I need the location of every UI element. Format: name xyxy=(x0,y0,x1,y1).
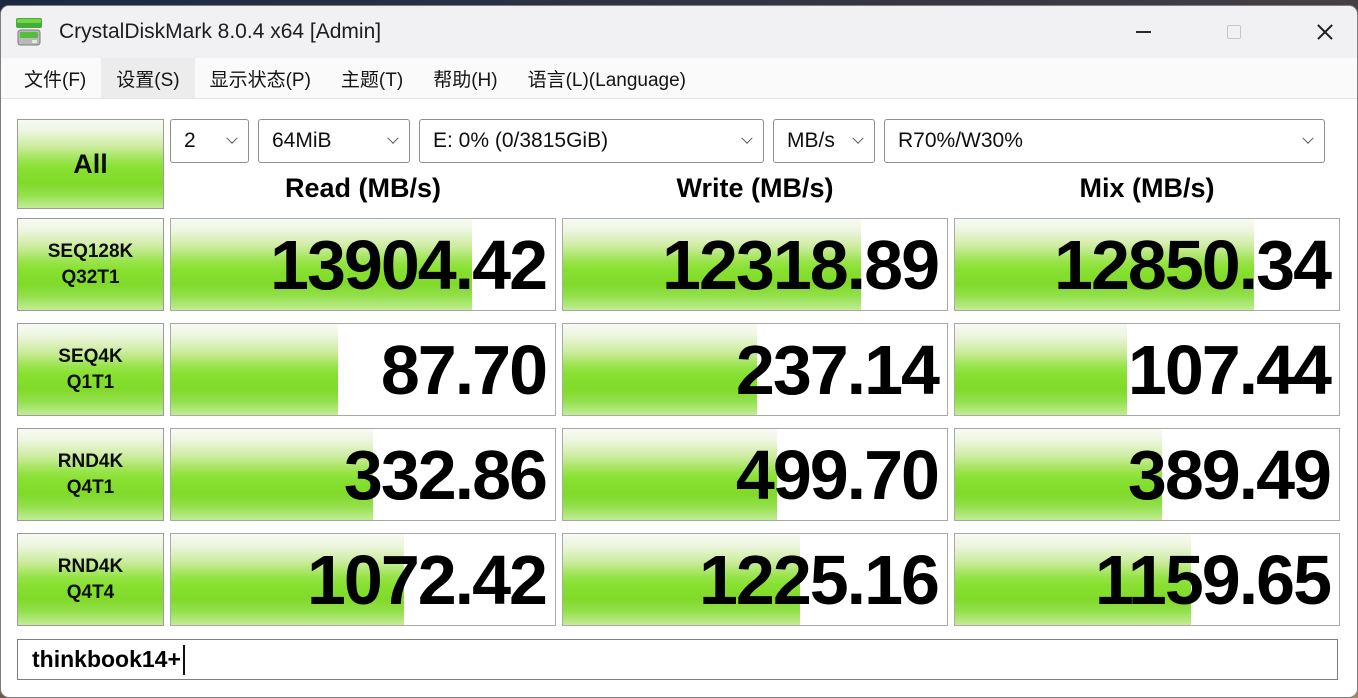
chevron-down-icon xyxy=(852,132,864,144)
test-size-value: 64MiB xyxy=(272,129,332,152)
mix-ratio-select[interactable]: R70%/W30% xyxy=(884,119,1325,163)
result-fill-bar xyxy=(955,324,1128,415)
test-size-select[interactable]: 64MiB xyxy=(258,119,410,163)
result-cell: 87.70 xyxy=(170,323,556,416)
target-drive-select[interactable]: E: 0% (0/3815GiB) xyxy=(419,119,764,163)
test-label-line2: Q4T1 xyxy=(66,477,115,498)
titlebar: CrystalDiskMark 8.0.4 x64 [Admin] xyxy=(1,6,1357,58)
test-label-line1: SEQ4K xyxy=(58,346,123,367)
test-count-select[interactable]: 2 xyxy=(170,119,249,163)
result-fill-bar xyxy=(563,324,757,415)
chevron-down-icon xyxy=(226,132,238,144)
test-label-line1: RND4K xyxy=(57,451,124,472)
result-fill-bar xyxy=(563,534,800,625)
result-value: 389.49 xyxy=(1127,435,1332,514)
close-icon xyxy=(1316,23,1334,41)
mix-ratio-value: R70%/W30% xyxy=(898,129,1023,152)
maximize-button[interactable] xyxy=(1202,6,1266,58)
result-fill-bar xyxy=(171,429,374,520)
result-cell: 237.14 xyxy=(562,323,948,416)
menubar: 文件(F) 设置(S) 显示状态(P) 主题(T) 帮助(H) 语言(L)(La… xyxy=(1,58,1357,99)
result-fill-bar xyxy=(955,219,1255,310)
menu-item-file[interactable]: 文件(F) xyxy=(24,69,87,91)
chevron-down-icon xyxy=(387,132,399,144)
test-button-rnd4k-q4t1[interactable]: RND4K Q4T1 xyxy=(17,428,164,521)
app-window: CrystalDiskMark 8.0.4 x64 [Admin] 文件(F) … xyxy=(0,5,1358,698)
test-label-line2: Q4T4 xyxy=(66,582,115,603)
test-button-seq128k-q32t1[interactable]: SEQ128K Q32T1 xyxy=(17,218,164,311)
result-value: 499.70 xyxy=(735,435,940,514)
result-value: 13904.42 xyxy=(270,225,548,304)
result-cell: 1072.42 xyxy=(170,533,556,626)
chevron-down-icon xyxy=(1302,132,1314,144)
menu-item-language[interactable]: 语言(L)(Language) xyxy=(527,69,686,91)
unit-select[interactable]: MB/s xyxy=(773,119,875,163)
menu-item-settings[interactable]: 设置(S) xyxy=(101,58,195,98)
result-value: 12318.89 xyxy=(662,225,940,304)
result-value: 1225.16 xyxy=(698,540,940,619)
result-cell: 107.44 xyxy=(954,323,1340,416)
minimize-icon xyxy=(1135,31,1151,33)
test-label-line1: RND4K xyxy=(57,556,124,577)
result-cell: 13904.42 xyxy=(170,218,556,311)
chevron-down-icon xyxy=(741,132,753,144)
test-label-line2: Q1T1 xyxy=(66,372,115,393)
test-button-seq4k-q1t1[interactable]: SEQ4K Q1T1 xyxy=(17,323,164,416)
result-value: 332.86 xyxy=(343,435,548,514)
minimize-button[interactable] xyxy=(1111,6,1175,58)
main-content: All 2 64MiB E: 0% (0/3815GiB) MB/s xyxy=(1,99,1357,680)
result-cell: 332.86 xyxy=(170,428,556,521)
target-drive-value: E: 0% (0/3815GiB) xyxy=(433,129,609,152)
test-count-value: 2 xyxy=(184,129,196,152)
result-fill-bar xyxy=(171,324,339,415)
run-all-button[interactable]: All xyxy=(17,119,164,209)
result-value: 1159.65 xyxy=(1094,540,1332,619)
test-button-rnd4k-q4t4[interactable]: RND4K Q4T4 xyxy=(17,533,164,626)
result-cell: 1225.16 xyxy=(562,533,948,626)
result-cell: 389.49 xyxy=(954,428,1340,521)
close-button[interactable] xyxy=(1293,6,1357,58)
window-controls xyxy=(1111,6,1357,58)
result-value: 12850.34 xyxy=(1054,225,1332,304)
results-table: SEQ128K Q32T1 13904.42 12318.89 12850.34… xyxy=(17,218,1340,626)
comment-text: thinkbook14+ xyxy=(32,646,181,672)
result-value: 237.14 xyxy=(735,330,940,409)
result-value: 107.44 xyxy=(1127,330,1332,409)
result-cell: 12318.89 xyxy=(562,218,948,311)
result-cell: 499.70 xyxy=(562,428,948,521)
result-fill-bar xyxy=(563,429,777,520)
app-icon xyxy=(16,18,42,46)
menu-item-help[interactable]: 帮助(H) xyxy=(433,69,498,91)
test-label-line1: SEQ128K xyxy=(47,241,134,262)
result-fill-bar xyxy=(171,534,405,625)
text-caret xyxy=(182,644,185,675)
result-fill-bar xyxy=(563,219,861,310)
column-header-write: Write (MB/s) xyxy=(676,173,834,203)
menu-item-theme[interactable]: 主题(T) xyxy=(340,69,404,91)
result-value: 87.70 xyxy=(380,330,548,409)
column-header-read: Read (MB/s) xyxy=(284,173,441,203)
maximize-icon xyxy=(1227,25,1241,39)
test-settings-row: 2 64MiB E: 0% (0/3815GiB) MB/s R70%/W30% xyxy=(170,119,1340,163)
result-cell: 12850.34 xyxy=(954,218,1340,311)
window-title: CrystalDiskMark 8.0.4 x64 [Admin] xyxy=(59,20,382,43)
test-label-line2: Q32T1 xyxy=(61,267,120,288)
result-cell: 1159.65 xyxy=(954,533,1340,626)
comment-input[interactable]: thinkbook14+ xyxy=(17,639,1338,680)
menu-item-view-status[interactable]: 显示状态(P) xyxy=(209,69,311,91)
column-header-mix: Mix (MB/s) xyxy=(1079,173,1215,203)
result-fill-bar xyxy=(171,219,473,310)
result-fill-bar xyxy=(955,534,1191,625)
result-fill-bar xyxy=(955,429,1162,520)
result-value: 1072.42 xyxy=(306,540,548,619)
unit-value: MB/s xyxy=(787,129,835,152)
